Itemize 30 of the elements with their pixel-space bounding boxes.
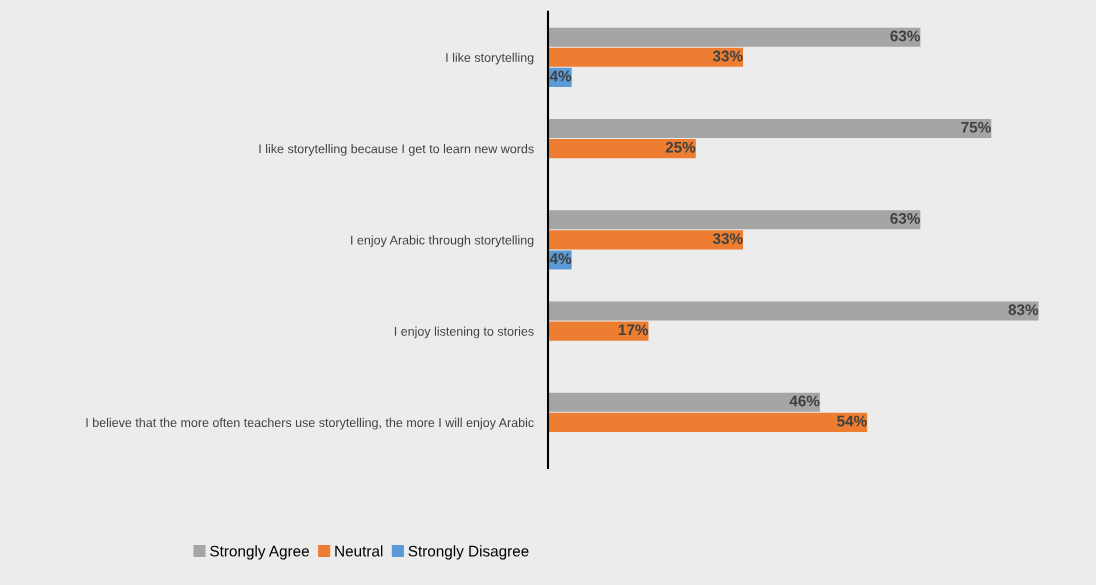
y-tick-label: I like storytelling because I get to learn new words xyxy=(259,144,534,156)
data-label: 63% xyxy=(890,30,920,42)
data-label: 75% xyxy=(961,121,991,133)
bar xyxy=(548,392,820,412)
y-tick-label: I like storytelling xyxy=(446,52,534,65)
y-tick-label: I believe that the more often teachers use storytelling, the more I will enjoy Arabic xyxy=(86,417,534,430)
legend-label: Strongly Agree xyxy=(210,545,309,560)
bar xyxy=(548,118,992,139)
bar xyxy=(548,47,744,67)
data-label: 4% xyxy=(549,253,572,264)
data-label: 33% xyxy=(712,233,743,244)
data-label: 54% xyxy=(837,415,867,427)
bar xyxy=(548,210,921,230)
bar xyxy=(548,139,696,159)
data-label: 46% xyxy=(789,395,820,407)
data-label: 25% xyxy=(665,141,696,153)
data-label: 4% xyxy=(549,70,572,82)
bar xyxy=(548,230,744,250)
legend-label: Neutral xyxy=(335,545,383,557)
y-tick-label: I enjoy Arabic through storytelling xyxy=(351,235,534,247)
bar xyxy=(548,321,649,341)
legend-label: Strongly Disagree xyxy=(408,545,529,560)
bar xyxy=(548,301,1039,321)
data-label: 63% xyxy=(890,213,920,224)
y-tick-label: I enjoy listening to stories xyxy=(394,326,534,339)
data-label: 83% xyxy=(1008,304,1039,316)
bar xyxy=(548,27,921,47)
data-label: 33% xyxy=(712,50,743,62)
data-label: 17% xyxy=(618,324,649,336)
bar xyxy=(548,412,868,432)
